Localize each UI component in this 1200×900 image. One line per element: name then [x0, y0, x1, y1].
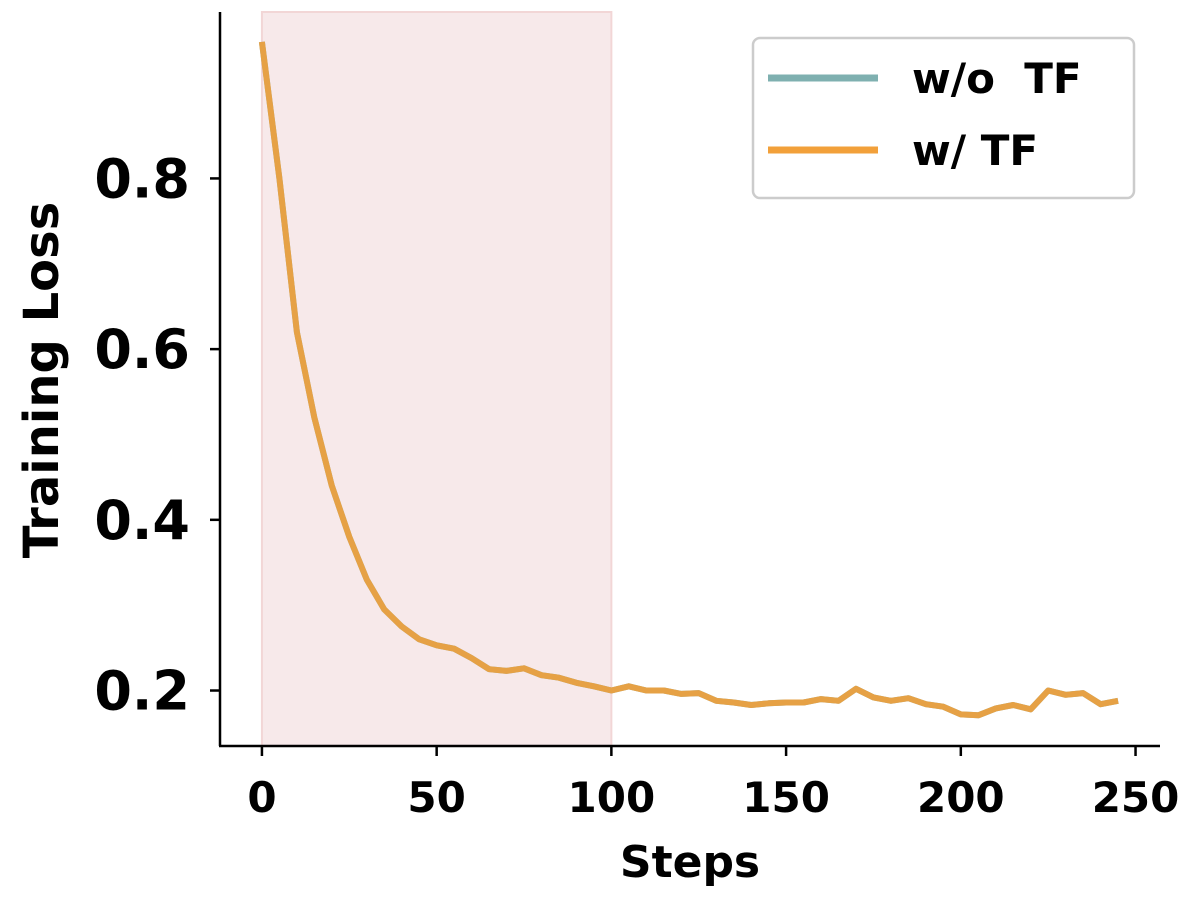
y-ticks: 0.2 0.4 0.6 0.8	[94, 147, 220, 723]
legend: w/o TF w/ TF	[751, 36, 1136, 200]
x-tick-label: 100	[568, 773, 656, 822]
x-tick-label: 250	[1092, 773, 1180, 822]
x-axis-title: Steps	[620, 837, 760, 888]
y-tick-label: 0.4	[94, 489, 190, 552]
axes-layer	[218, 12, 1160, 748]
series-line-with-tf	[258, 41, 1119, 719]
y-tick-label: 0.6	[94, 318, 190, 381]
shaded-region-layer	[260, 11, 613, 747]
y-tick-label: 0.8	[94, 147, 190, 210]
y-tick-label: 0.2	[94, 660, 190, 723]
x-tick-label: 200	[917, 773, 1005, 822]
x-tick-label: 0	[247, 773, 276, 822]
x-tick-label: 150	[742, 773, 830, 822]
shaded-region	[260, 11, 613, 747]
legend-label: w/ TF	[912, 126, 1038, 175]
series-layer	[258, 41, 1119, 719]
legend-label: w/o TF	[912, 54, 1082, 103]
y-axis-title: Training Loss	[14, 202, 70, 559]
x-tick-label: 50	[407, 773, 465, 822]
x-ticks: 0 50 100 150 200 250	[247, 746, 1179, 822]
